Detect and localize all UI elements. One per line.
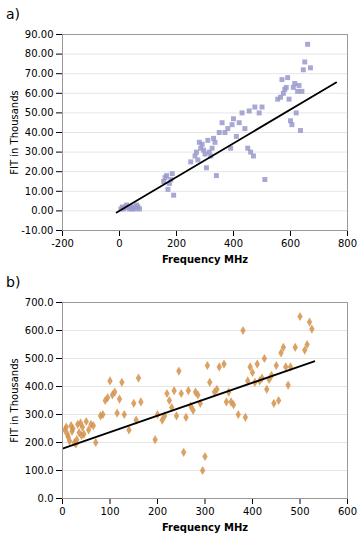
svg-text:300: 300 <box>195 506 214 517</box>
html-text:a): a) <box>6 6 20 22</box>
svg-text:50.00: 50.00 <box>25 107 54 118</box>
svg-text:0.0: 0.0 <box>38 493 54 504</box>
svg-text:0: 0 <box>59 506 65 517</box>
svg-text:20.00: 20.00 <box>25 166 54 177</box>
svg-text:10.00: 10.00 <box>25 186 54 197</box>
svg-text:400: 400 <box>243 506 262 517</box>
svg-text:80.00: 80.00 <box>25 48 54 59</box>
svg-text:FIT in Thousands: FIT in Thousands <box>9 90 20 174</box>
svg-text:600: 600 <box>281 238 300 249</box>
svg-text:100.0: 100.0 <box>25 465 54 476</box>
svg-text:400: 400 <box>224 238 243 249</box>
html-text:b): b) <box>6 274 21 290</box>
svg-text:600.0: 600.0 <box>25 325 54 336</box>
svg-text:300.0: 300.0 <box>25 409 54 420</box>
svg-text:-10.00: -10.00 <box>21 225 53 236</box>
svg-text:0: 0 <box>116 238 122 249</box>
svg-text:200.0: 200.0 <box>25 437 54 448</box>
svg-text:30.00: 30.00 <box>25 146 54 157</box>
svg-text:40.00: 40.00 <box>25 127 54 138</box>
svg-text:500: 500 <box>290 506 309 517</box>
svg-text:60.00: 60.00 <box>25 88 54 99</box>
svg-text:-200: -200 <box>51 238 74 249</box>
svg-text:90.00: 90.00 <box>25 29 54 40</box>
svg-text:0.00: 0.00 <box>31 205 53 216</box>
svg-text:800: 800 <box>338 238 357 249</box>
svg-text:700.0: 700.0 <box>25 297 54 308</box>
svg-text:200: 200 <box>148 506 167 517</box>
svg-text:FIT in Thousands: FIT in Thousands <box>9 358 20 442</box>
svg-text:200: 200 <box>167 238 186 249</box>
svg-text:70.00: 70.00 <box>25 68 54 79</box>
svg-text:Frequency MHz: Frequency MHz <box>162 522 248 533</box>
svg-text:100: 100 <box>100 506 119 517</box>
svg-text:600: 600 <box>338 506 357 517</box>
svg-text:Frequency MHz: Frequency MHz <box>162 254 248 265</box>
svg-text:400.0: 400.0 <box>25 381 54 392</box>
svg-text:500.0: 500.0 <box>25 353 54 364</box>
